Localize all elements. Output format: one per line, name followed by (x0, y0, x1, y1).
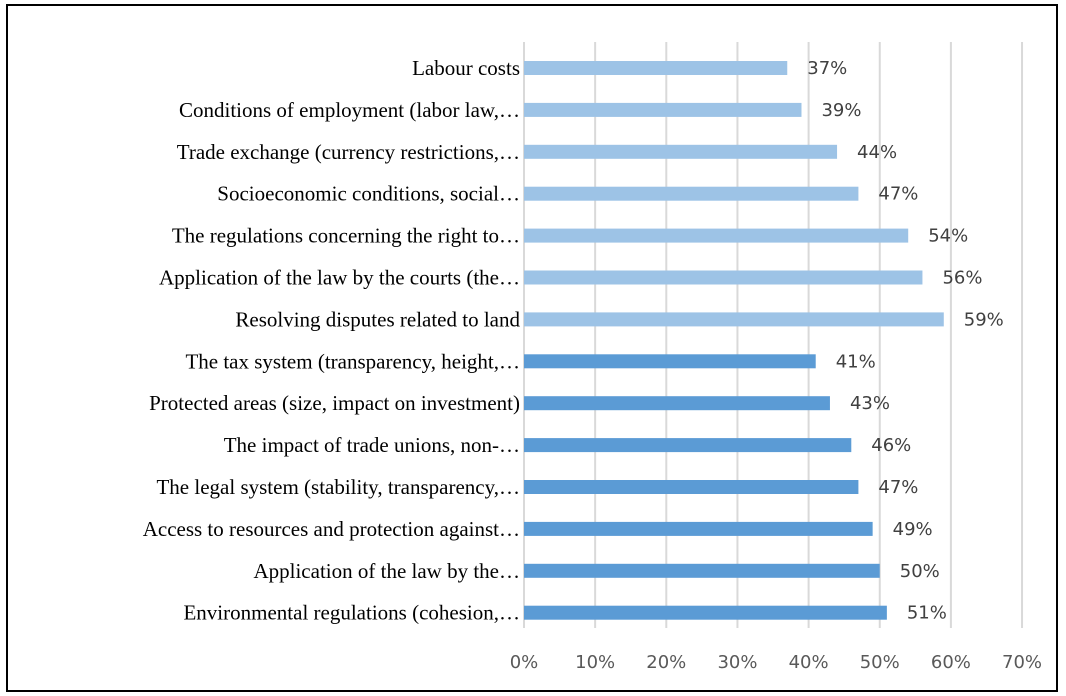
x-tick-label: 30% (717, 652, 757, 673)
data-label: 37% (807, 58, 847, 79)
category-label: Application of the law by the courts (th… (159, 266, 520, 290)
data-label: 41% (836, 351, 876, 372)
bar (524, 605, 887, 620)
bar (524, 438, 852, 453)
x-tick-label: 20% (646, 652, 686, 673)
data-label: 46% (871, 435, 911, 456)
bar (524, 312, 944, 327)
category-label: The legal system (stability, transparenc… (156, 475, 520, 499)
x-tick-label: 40% (789, 652, 829, 673)
data-label: 50% (900, 561, 940, 582)
x-tick-label: 60% (931, 652, 971, 673)
chart-frame: Labour costs Conditions of employment (la… (6, 4, 1058, 692)
data-label: 59% (964, 309, 1004, 330)
category-label: The impact of trade unions, non-… (224, 433, 520, 457)
bar (524, 186, 859, 201)
bar (524, 144, 838, 159)
bar (524, 396, 830, 411)
data-label: 56% (942, 268, 982, 289)
data-label: 51% (907, 603, 947, 624)
bar (524, 61, 788, 75)
x-tick-label: 0% (510, 652, 539, 673)
data-label: 43% (850, 393, 890, 414)
bar (524, 521, 873, 536)
category-label: The tax system (transparency, height,… (185, 349, 520, 373)
data-label: 47% (878, 184, 918, 205)
x-axis-tick-labels: 0% 10% 20% 30% 40% 50% 60% 70% (510, 652, 1042, 673)
category-label: Access to resources and protection again… (143, 517, 520, 541)
x-tick-label: 10% (575, 652, 615, 673)
bars (524, 61, 944, 620)
data-label: 47% (878, 477, 918, 498)
category-label: Application of the law by the… (253, 559, 520, 583)
data-label: 49% (893, 519, 933, 540)
data-label: 39% (821, 100, 861, 121)
bar (524, 354, 816, 369)
bar (524, 228, 909, 243)
category-label: Resolving disputes related to land (235, 307, 520, 331)
category-label: The regulations concerning the right to… (172, 224, 520, 248)
category-label: Protected areas (size, impact on investm… (149, 391, 520, 415)
bar (524, 563, 880, 578)
category-labels: Labour costs Conditions of employment (la… (143, 56, 521, 625)
category-label: Environmental regulations (cohesion,… (183, 601, 520, 625)
category-label: Conditions of employment (labor law,… (179, 98, 520, 122)
bar (524, 102, 802, 117)
x-tick-label: 70% (1002, 652, 1042, 673)
category-label: Socioeconomic conditions, social… (217, 182, 520, 206)
data-label: 54% (928, 226, 968, 247)
value-labels: 37% 39% 44% 47% 54% 56% 59% 41% 43% 46% 47% 49% 50% 5… (807, 58, 1004, 624)
gridlines (523, 42, 1024, 628)
bar (524, 480, 859, 494)
bar-chart: Labour costs Conditions of employment (la… (143, 42, 1042, 673)
category-label: Labour costs (412, 56, 520, 80)
bar (524, 270, 923, 285)
x-tick-label: 50% (860, 652, 900, 673)
data-label: 44% (857, 142, 897, 163)
category-label: Trade exchange (currency restrictions,… (177, 140, 520, 164)
